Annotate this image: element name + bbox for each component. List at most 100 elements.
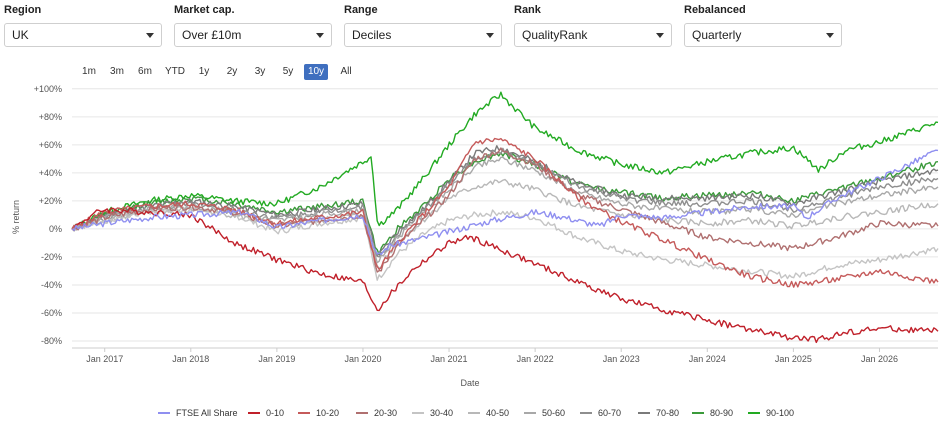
rank-select-value: QualityRank: [522, 28, 588, 42]
legend-label: 20-30: [374, 408, 398, 418]
x-tick-label: Jan 2024: [689, 354, 726, 364]
filter-label-range: Range: [344, 4, 378, 16]
x-tick-label: Jan 2017: [86, 354, 123, 364]
legend-label: 80-90: [710, 408, 734, 418]
y-tick-label: -40%: [41, 280, 62, 290]
legend-swatch: [356, 411, 368, 414]
chevron-down-icon: [316, 33, 324, 38]
filter-label-rank: Rank: [514, 4, 541, 16]
series-line-40-50[interactable]: [71, 178, 939, 270]
series-line-20-30[interactable]: [71, 147, 939, 273]
legend-item-90-100[interactable]: 90-100: [748, 402, 794, 424]
series-line-90-100[interactable]: [71, 91, 939, 230]
legend-label: 70-80: [656, 408, 680, 418]
legend-item-50-60[interactable]: 50-60: [524, 402, 565, 424]
range-button-5y[interactable]: 5y: [282, 66, 294, 77]
legend-label: 10-20: [316, 408, 340, 418]
chevron-down-icon: [146, 33, 154, 38]
legend-label: 90-100: [766, 408, 795, 418]
filter-rebalanced: Rebalanced Quarterly: [684, 4, 842, 47]
x-axis-title: Date: [460, 378, 479, 388]
y-tick-label: +80%: [39, 112, 62, 122]
legend-item-ftse-all-share[interactable]: FTSE All Share: [158, 402, 238, 424]
x-tick-label: Jan 2019: [258, 354, 295, 364]
x-tick-label: Jan 2026: [861, 354, 898, 364]
chevron-down-icon: [656, 33, 664, 38]
rank-select[interactable]: QualityRank: [514, 23, 672, 47]
legend-swatch: [748, 411, 760, 414]
returns-line-chart: +100%+80%+60%+40%+20%0%-20%-40%-60%-80% …: [11, 84, 939, 388]
range-button-ytd[interactable]: YTD: [165, 66, 185, 77]
legend-item-70-80[interactable]: 70-80: [638, 402, 679, 424]
chevron-down-icon: [486, 33, 494, 38]
y-tick-label: -60%: [41, 308, 62, 318]
legend-label: 50-60: [542, 408, 566, 418]
range-button-10y[interactable]: 10y: [304, 64, 328, 80]
range-button-2y[interactable]: 2y: [226, 66, 238, 77]
range-button-3y[interactable]: 3y: [254, 66, 266, 77]
market-cap-select-value: Over £10m: [182, 28, 242, 42]
filter-label-rebalanced: Rebalanced: [684, 4, 746, 16]
legend-swatch: [524, 411, 536, 414]
legend-item-80-90[interactable]: 80-90: [692, 402, 733, 424]
y-axis-title: % return: [11, 200, 21, 234]
legend-item-20-30[interactable]: 20-30: [356, 402, 397, 424]
range-button-1y[interactable]: 1y: [198, 66, 210, 77]
x-tick-label: Jan 2021: [431, 354, 468, 364]
region-select[interactable]: UK: [4, 23, 162, 47]
filter-label-market-cap: Market cap.: [174, 4, 235, 16]
legend-item-0-10[interactable]: 0-10: [248, 402, 284, 424]
series-line-60-70[interactable]: [71, 147, 939, 258]
y-tick-label: +100%: [34, 84, 62, 94]
x-tick-label: Jan 2023: [603, 354, 640, 364]
range-button-all[interactable]: All: [340, 66, 352, 77]
legend-label: 60-70: [598, 408, 622, 418]
filter-range: Range Deciles: [344, 4, 502, 47]
filter-bar: Region UK Market cap. Over £10m Range De…: [0, 0, 940, 50]
chart-legend: FTSE All Share 0-10 10-20 20-30 30-40 40-50 50…: [0, 402, 940, 424]
legend-swatch: [158, 411, 170, 414]
y-axis-ticks: +100% +80% +60% +40% +20% 0% -20% -40% -60% -80%: [34, 84, 62, 346]
legend-label: 30-40: [430, 408, 454, 418]
y-tick-label: -80%: [41, 336, 62, 346]
x-axis-ticks: Jan 2017 Jan 2018 Jan 2019 Jan 2020 Jan 2021…: [72, 347, 938, 364]
filter-region: Region UK: [4, 4, 162, 47]
legend-item-30-40[interactable]: 30-40: [412, 402, 453, 424]
x-tick-label: Jan 2025: [775, 354, 812, 364]
filter-market-cap: Market cap. Over £10m: [174, 4, 332, 47]
x-tick-label: Jan 2020: [344, 354, 381, 364]
rebalanced-select-value: Quarterly: [692, 28, 742, 42]
range-select[interactable]: Deciles: [344, 23, 502, 47]
legend-item-10-20[interactable]: 10-20: [298, 402, 339, 424]
legend-swatch: [692, 411, 704, 414]
y-tick-label: -20%: [41, 252, 62, 262]
chart-gridlines: [72, 88, 938, 342]
chart-series: [71, 91, 939, 344]
legend-swatch: [638, 411, 650, 414]
region-select-value: UK: [12, 28, 29, 42]
y-tick-label: +20%: [39, 196, 62, 206]
legend-swatch: [412, 411, 424, 414]
y-tick-label: +60%: [39, 140, 62, 150]
legend-item-60-70[interactable]: 60-70: [580, 402, 621, 424]
range-select-value: Deciles: [352, 28, 392, 42]
series-line-ftse-all-share[interactable]: [71, 149, 939, 255]
legend-item-40-50[interactable]: 40-50: [468, 402, 509, 424]
chevron-down-icon: [826, 33, 834, 38]
rebalanced-select[interactable]: Quarterly: [684, 23, 842, 47]
series-line-0-10[interactable]: [71, 207, 939, 344]
range-button-1m[interactable]: 1m: [82, 66, 96, 77]
legend-label: FTSE All Share: [176, 408, 238, 418]
y-tick-label: 0%: [49, 224, 62, 234]
series-line-10-20[interactable]: [71, 137, 939, 288]
range-button-6m[interactable]: 6m: [138, 66, 152, 77]
range-button-3m[interactable]: 3m: [110, 66, 124, 77]
series-line-30-40[interactable]: [71, 206, 939, 281]
filter-rank: Rank QualityRank: [514, 4, 672, 47]
legend-swatch: [248, 411, 260, 414]
x-tick-label: Jan 2018: [172, 354, 209, 364]
market-cap-select[interactable]: Over £10m: [174, 23, 332, 47]
x-tick-label: Jan 2022: [517, 354, 554, 364]
legend-swatch: [298, 411, 310, 414]
filter-label-region: Region: [4, 4, 42, 16]
